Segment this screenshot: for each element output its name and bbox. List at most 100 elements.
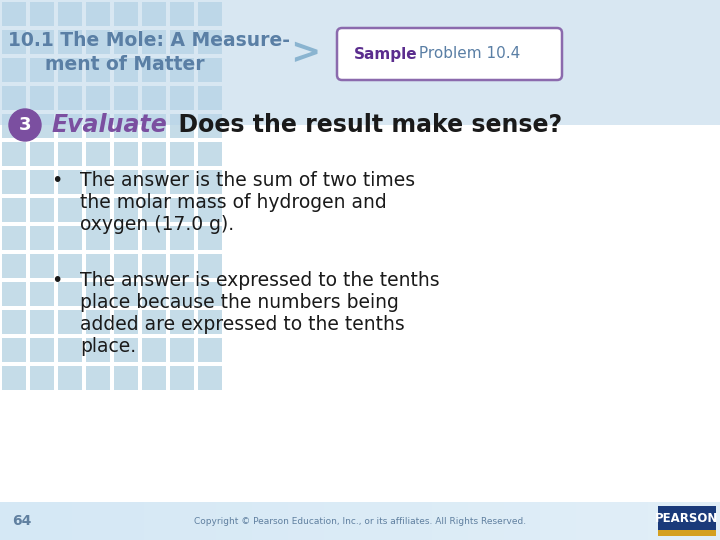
FancyBboxPatch shape bbox=[2, 2, 26, 26]
FancyBboxPatch shape bbox=[142, 142, 166, 166]
FancyBboxPatch shape bbox=[86, 170, 110, 194]
FancyBboxPatch shape bbox=[114, 226, 138, 250]
FancyBboxPatch shape bbox=[170, 142, 194, 166]
FancyBboxPatch shape bbox=[58, 114, 82, 138]
FancyBboxPatch shape bbox=[114, 142, 138, 166]
Text: Problem 10.4: Problem 10.4 bbox=[414, 46, 521, 62]
FancyBboxPatch shape bbox=[468, 502, 504, 540]
FancyBboxPatch shape bbox=[2, 254, 26, 278]
FancyBboxPatch shape bbox=[86, 58, 110, 82]
FancyBboxPatch shape bbox=[30, 2, 54, 26]
FancyBboxPatch shape bbox=[170, 338, 194, 362]
FancyBboxPatch shape bbox=[198, 198, 222, 222]
FancyBboxPatch shape bbox=[30, 226, 54, 250]
FancyBboxPatch shape bbox=[2, 114, 26, 138]
FancyBboxPatch shape bbox=[198, 114, 222, 138]
FancyBboxPatch shape bbox=[30, 58, 54, 82]
FancyBboxPatch shape bbox=[86, 30, 110, 54]
FancyBboxPatch shape bbox=[30, 170, 54, 194]
FancyBboxPatch shape bbox=[142, 338, 166, 362]
FancyBboxPatch shape bbox=[58, 226, 82, 250]
FancyBboxPatch shape bbox=[0, 502, 720, 540]
Text: Sample: Sample bbox=[354, 46, 418, 62]
Text: The answer is expressed to the tenths: The answer is expressed to the tenths bbox=[80, 271, 440, 289]
FancyBboxPatch shape bbox=[504, 502, 540, 540]
FancyBboxPatch shape bbox=[58, 86, 82, 110]
FancyBboxPatch shape bbox=[170, 114, 194, 138]
FancyBboxPatch shape bbox=[142, 282, 166, 306]
FancyBboxPatch shape bbox=[170, 310, 194, 334]
Text: The answer is the sum of two times: The answer is the sum of two times bbox=[80, 171, 415, 190]
FancyBboxPatch shape bbox=[170, 30, 194, 54]
FancyBboxPatch shape bbox=[86, 142, 110, 166]
Text: oxygen (17.0 g).: oxygen (17.0 g). bbox=[80, 214, 234, 233]
FancyBboxPatch shape bbox=[2, 310, 26, 334]
FancyBboxPatch shape bbox=[58, 2, 82, 26]
FancyBboxPatch shape bbox=[540, 502, 576, 540]
FancyBboxPatch shape bbox=[198, 254, 222, 278]
FancyBboxPatch shape bbox=[86, 114, 110, 138]
FancyBboxPatch shape bbox=[360, 502, 396, 540]
FancyBboxPatch shape bbox=[170, 282, 194, 306]
FancyBboxPatch shape bbox=[30, 142, 54, 166]
FancyBboxPatch shape bbox=[30, 338, 54, 362]
FancyBboxPatch shape bbox=[2, 198, 26, 222]
FancyBboxPatch shape bbox=[114, 198, 138, 222]
FancyBboxPatch shape bbox=[58, 142, 82, 166]
FancyBboxPatch shape bbox=[144, 502, 180, 540]
FancyBboxPatch shape bbox=[142, 310, 166, 334]
Text: place because the numbers being: place because the numbers being bbox=[80, 293, 399, 312]
FancyBboxPatch shape bbox=[30, 198, 54, 222]
FancyBboxPatch shape bbox=[58, 254, 82, 278]
FancyBboxPatch shape bbox=[114, 170, 138, 194]
FancyBboxPatch shape bbox=[2, 142, 26, 166]
FancyBboxPatch shape bbox=[86, 338, 110, 362]
FancyBboxPatch shape bbox=[114, 114, 138, 138]
FancyBboxPatch shape bbox=[198, 170, 222, 194]
FancyBboxPatch shape bbox=[142, 2, 166, 26]
Text: 64: 64 bbox=[12, 514, 32, 528]
Text: Copyright © Pearson Education, Inc., or its affiliates. All Rights Reserved.: Copyright © Pearson Education, Inc., or … bbox=[194, 516, 526, 525]
FancyBboxPatch shape bbox=[198, 142, 222, 166]
Text: ment of Matter: ment of Matter bbox=[45, 56, 204, 75]
FancyBboxPatch shape bbox=[30, 86, 54, 110]
FancyBboxPatch shape bbox=[114, 282, 138, 306]
FancyBboxPatch shape bbox=[612, 502, 648, 540]
FancyBboxPatch shape bbox=[30, 282, 54, 306]
FancyBboxPatch shape bbox=[30, 310, 54, 334]
FancyBboxPatch shape bbox=[0, 0, 720, 125]
FancyBboxPatch shape bbox=[58, 198, 82, 222]
FancyBboxPatch shape bbox=[58, 58, 82, 82]
FancyBboxPatch shape bbox=[114, 338, 138, 362]
FancyBboxPatch shape bbox=[198, 366, 222, 390]
FancyBboxPatch shape bbox=[170, 366, 194, 390]
FancyBboxPatch shape bbox=[324, 502, 360, 540]
FancyBboxPatch shape bbox=[198, 2, 222, 26]
FancyBboxPatch shape bbox=[216, 502, 252, 540]
FancyBboxPatch shape bbox=[2, 170, 26, 194]
FancyBboxPatch shape bbox=[648, 502, 684, 540]
Text: Does the result make sense?: Does the result make sense? bbox=[162, 113, 562, 137]
FancyBboxPatch shape bbox=[142, 114, 166, 138]
FancyBboxPatch shape bbox=[114, 30, 138, 54]
FancyBboxPatch shape bbox=[58, 366, 82, 390]
FancyBboxPatch shape bbox=[114, 366, 138, 390]
FancyBboxPatch shape bbox=[142, 198, 166, 222]
FancyBboxPatch shape bbox=[170, 198, 194, 222]
FancyBboxPatch shape bbox=[142, 30, 166, 54]
FancyBboxPatch shape bbox=[170, 170, 194, 194]
Text: >: > bbox=[290, 36, 320, 70]
FancyBboxPatch shape bbox=[180, 502, 216, 540]
FancyBboxPatch shape bbox=[198, 86, 222, 110]
FancyBboxPatch shape bbox=[58, 282, 82, 306]
FancyBboxPatch shape bbox=[170, 2, 194, 26]
FancyBboxPatch shape bbox=[2, 366, 26, 390]
FancyBboxPatch shape bbox=[658, 506, 716, 536]
FancyBboxPatch shape bbox=[114, 254, 138, 278]
Text: PEARSON: PEARSON bbox=[655, 511, 719, 524]
Text: the molar mass of hydrogen and: the molar mass of hydrogen and bbox=[80, 192, 387, 212]
FancyBboxPatch shape bbox=[58, 30, 82, 54]
FancyBboxPatch shape bbox=[30, 114, 54, 138]
FancyBboxPatch shape bbox=[142, 226, 166, 250]
FancyBboxPatch shape bbox=[142, 58, 166, 82]
